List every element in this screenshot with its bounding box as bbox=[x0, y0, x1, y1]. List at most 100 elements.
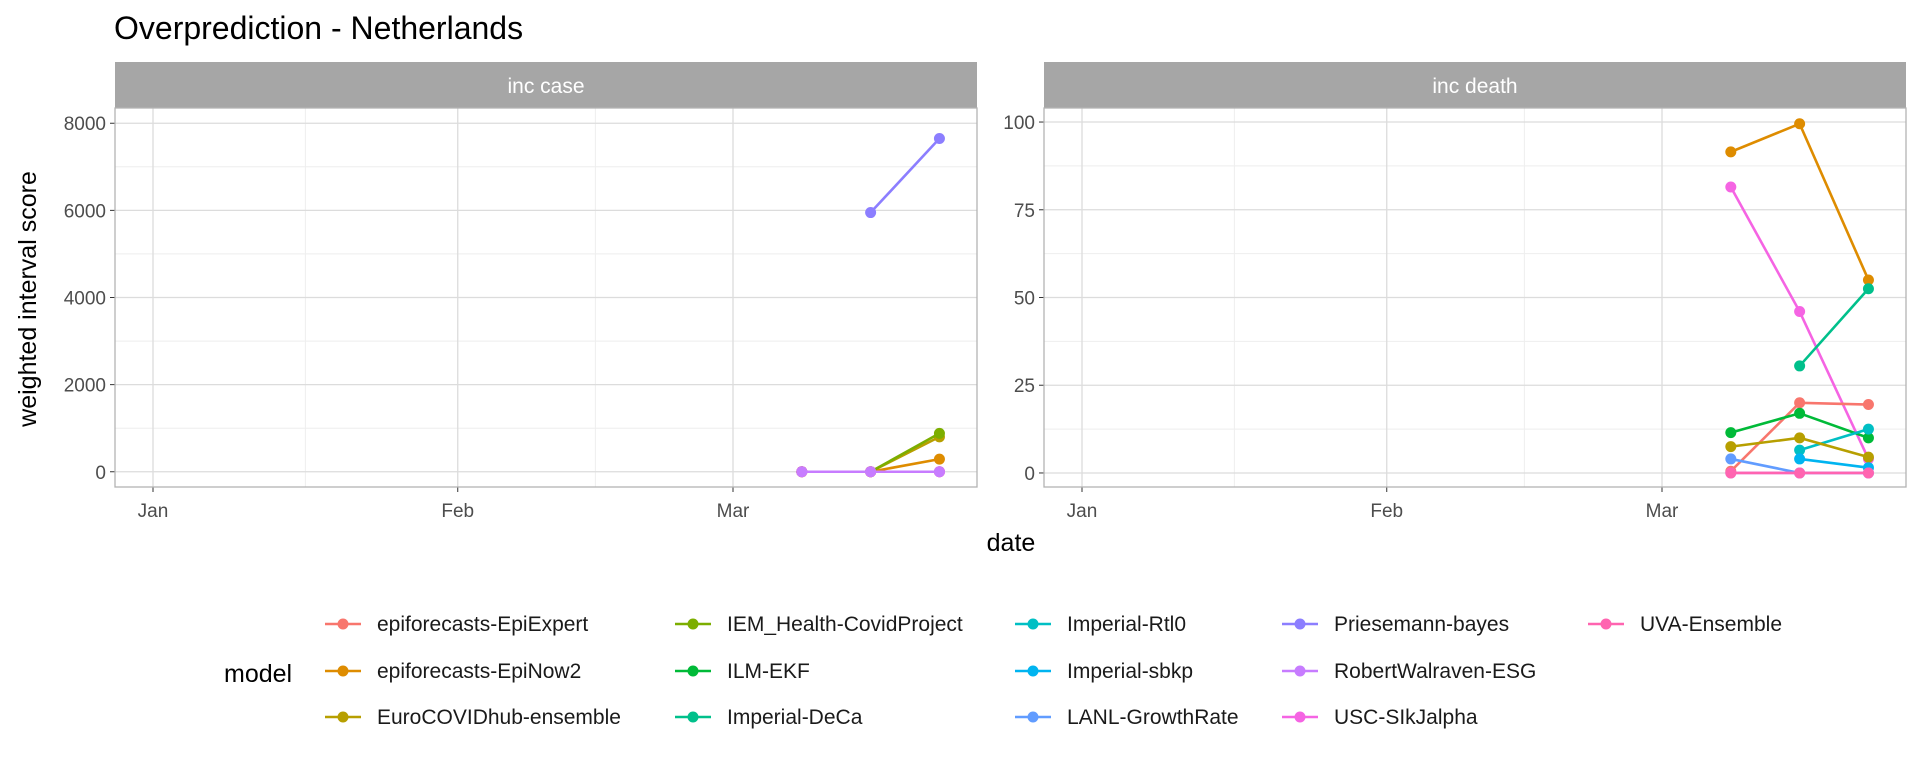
legend-entry: epiforecasts-EpiNow2 bbox=[325, 660, 581, 683]
y-tick-label: 0 bbox=[1024, 464, 1035, 485]
data-point bbox=[1862, 451, 1874, 463]
y-tick-label: 2000 bbox=[64, 376, 106, 397]
y-tick-label: 25 bbox=[1014, 376, 1035, 397]
panel-border bbox=[114, 107, 978, 488]
data-point bbox=[865, 207, 877, 219]
legend-label: IEM_Health-CovidProject bbox=[727, 613, 963, 636]
data-point bbox=[1725, 427, 1737, 439]
x-tick-label: Feb bbox=[441, 501, 474, 522]
legend-label: LANL-GrowthRate bbox=[1067, 706, 1239, 729]
legend-key-point bbox=[1027, 665, 1039, 677]
data-point bbox=[1794, 360, 1806, 372]
data-point bbox=[1794, 432, 1806, 444]
series-UVA-Ensemble bbox=[1725, 467, 1874, 479]
legend-label: RobertWalraven-ESG bbox=[1334, 660, 1536, 683]
panel-1: inc death 0 25 50 75 100 Jan Feb Mar bbox=[1003, 62, 1907, 522]
legend-label: Imperial-Rtl0 bbox=[1067, 613, 1186, 636]
data-point bbox=[1725, 146, 1737, 158]
data-point bbox=[796, 466, 808, 478]
series-line bbox=[869, 137, 941, 214]
legend-label: Imperial-DeCa bbox=[727, 706, 863, 729]
legend-entry: Priesemann-bayes bbox=[1282, 613, 1509, 636]
series-line bbox=[1799, 427, 1869, 452]
legend-entry: UVA-Ensemble bbox=[1588, 613, 1782, 636]
series-line bbox=[1798, 287, 1870, 367]
legend-key-point bbox=[1294, 665, 1306, 677]
legend-entry: EuroCOVIDhub-ensemble bbox=[325, 706, 621, 729]
data-point bbox=[1794, 118, 1806, 130]
series-EuroCOVIDhub-ensemble bbox=[1725, 432, 1874, 463]
legend-label: ILM-EKF bbox=[727, 660, 810, 683]
data-point bbox=[1794, 453, 1806, 465]
series-Imperial-Rtl0 bbox=[1794, 423, 1874, 456]
data-point bbox=[933, 466, 945, 478]
data-point bbox=[1862, 274, 1874, 286]
legend-key-point bbox=[1600, 618, 1612, 630]
legend-key-point bbox=[1294, 618, 1306, 630]
data-point bbox=[1862, 399, 1874, 411]
legend-label: EuroCOVIDhub-ensemble bbox=[377, 706, 621, 729]
facet-strip bbox=[1044, 62, 1906, 108]
series-line bbox=[1799, 457, 1869, 469]
data-point bbox=[1725, 453, 1737, 465]
y-tick-label: 0 bbox=[95, 463, 106, 484]
legend-label: Imperial-sbkp bbox=[1067, 660, 1193, 683]
legend-entry: Imperial-Rtl0 bbox=[1015, 613, 1186, 636]
series-epiforecasts-EpiNow2 bbox=[1725, 118, 1874, 286]
data-point bbox=[1794, 444, 1806, 456]
legend-label: USC-SIkJalpha bbox=[1334, 706, 1478, 729]
legend-entry: USC-SIkJalpha bbox=[1282, 706, 1478, 729]
data-point bbox=[1862, 467, 1874, 479]
legend-title: model bbox=[224, 660, 292, 688]
data-point bbox=[1862, 432, 1874, 444]
panel-0: inc case 0 2000 4000 6000 8000 Jan Feb Mar bbox=[64, 62, 978, 522]
legend-entry: RobertWalraven-ESG bbox=[1282, 660, 1536, 683]
series-Priesemann-bayes bbox=[865, 132, 945, 219]
y-tick-label: 6000 bbox=[64, 201, 106, 222]
legend: epiforecasts-EpiExpert epiforecasts-EpiNo… bbox=[325, 613, 1782, 729]
legend-key-point bbox=[1027, 618, 1039, 630]
legend-label: epiforecasts-EpiExpert bbox=[377, 613, 588, 636]
y-tick-label: 75 bbox=[1014, 201, 1035, 222]
series-RobertWalraven-ESG bbox=[796, 466, 945, 478]
legend-key-point bbox=[1294, 711, 1306, 723]
data-point bbox=[933, 132, 945, 144]
legend-entry: epiforecasts-EpiExpert bbox=[325, 613, 588, 636]
data-point bbox=[933, 427, 945, 439]
legend-entry: LANL-GrowthRate bbox=[1015, 706, 1239, 729]
legend-entry: ILM-EKF bbox=[675, 660, 810, 683]
series-Imperial-DeCa bbox=[1794, 283, 1874, 372]
legend-key-point bbox=[687, 711, 699, 723]
legend-key-point bbox=[337, 618, 349, 630]
chart-title: Overprediction - Netherlands bbox=[114, 10, 523, 46]
x-tick-label: Mar bbox=[1646, 501, 1679, 522]
data-point bbox=[1794, 397, 1806, 409]
data-point bbox=[1725, 181, 1737, 193]
y-tick-label: 4000 bbox=[64, 289, 106, 310]
facet-strip-label: inc case bbox=[507, 75, 584, 98]
legend-key-point bbox=[687, 665, 699, 677]
legend-key-point bbox=[337, 711, 349, 723]
y-tick-label: 8000 bbox=[64, 114, 106, 135]
data-point bbox=[1862, 283, 1874, 295]
legend-entry: IEM_Health-CovidProject bbox=[675, 613, 963, 636]
data-point bbox=[1794, 407, 1806, 419]
facet-strip-label: inc death bbox=[1432, 75, 1517, 98]
legend-key-point bbox=[687, 618, 699, 630]
y-tick-label: 100 bbox=[1003, 113, 1035, 134]
legend-label: epiforecasts-EpiNow2 bbox=[377, 660, 581, 683]
data-point bbox=[933, 453, 945, 465]
legend-label: Priesemann-bayes bbox=[1334, 613, 1509, 636]
legend-entry: Imperial-sbkp bbox=[1015, 660, 1193, 683]
series-ILM-EKF bbox=[1725, 407, 1874, 444]
legend-entry: Imperial-DeCa bbox=[675, 706, 863, 729]
data-point bbox=[1725, 441, 1737, 453]
legend-key-point bbox=[337, 665, 349, 677]
data-point bbox=[1862, 423, 1874, 435]
x-axis-title: date bbox=[987, 529, 1036, 557]
legend-key-point bbox=[1027, 711, 1039, 723]
legend-label: UVA-Ensemble bbox=[1640, 613, 1782, 636]
facet-strip bbox=[115, 62, 977, 108]
